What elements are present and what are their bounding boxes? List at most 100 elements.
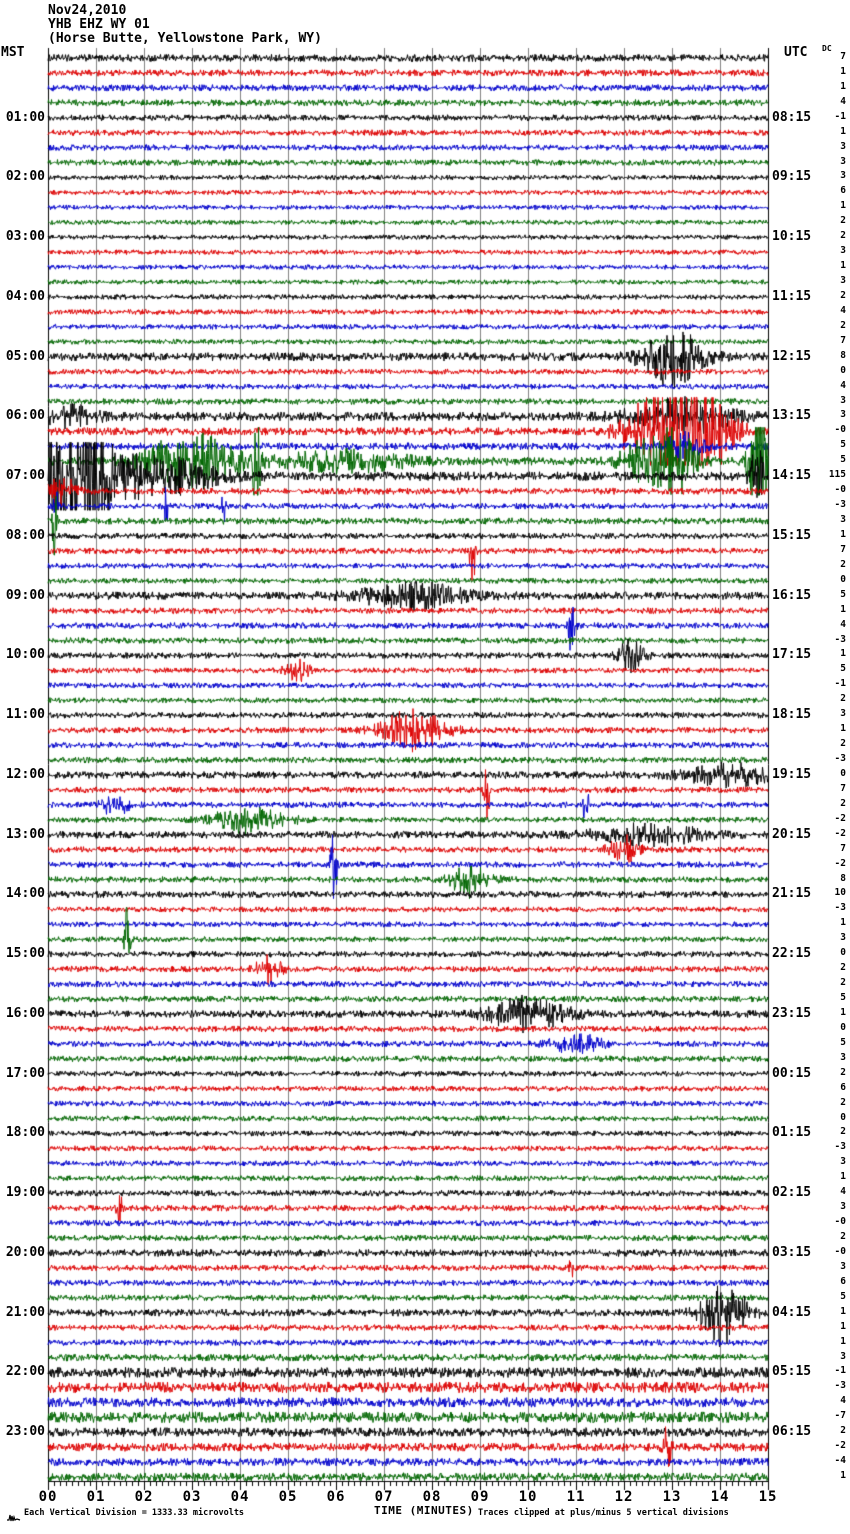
dc-value: 3 — [840, 409, 846, 421]
dc-value: 0 — [840, 1021, 846, 1033]
mst-hour-label: 12:00 — [5, 766, 45, 782]
dc-value: 3 — [840, 394, 846, 406]
dc-value: 4 — [840, 1395, 846, 1407]
dc-value: 2 — [840, 797, 846, 809]
mst-hour-label: 03:00 — [5, 229, 45, 245]
mst-hour-label: 21:00 — [5, 1304, 45, 1320]
dc-column-header: DC — [822, 44, 832, 53]
dc-value: 6 — [840, 185, 846, 197]
dc-value: 4 — [840, 618, 846, 630]
dc-value: 2 — [840, 1425, 846, 1437]
mst-hour-label: 16:00 — [5, 1005, 45, 1021]
dc-value: 1 — [840, 917, 846, 929]
utc-hour-label: 05:15 — [772, 1364, 812, 1380]
utc-axis-header: UTC — [784, 45, 808, 60]
dc-value: 1 — [840, 1335, 846, 1347]
x-axis-title: TIME (MINUTES) — [374, 1504, 474, 1517]
dc-value: -3 — [834, 633, 846, 645]
dc-value: 3 — [840, 1156, 846, 1168]
dc-value: -4 — [834, 1455, 846, 1467]
dc-value: 5 — [840, 588, 846, 600]
dc-value: -2 — [834, 857, 846, 869]
dc-value: 1 — [840, 260, 846, 272]
dc-value: 1 — [840, 528, 846, 540]
dc-value: 3 — [840, 140, 846, 152]
dc-value: 3 — [840, 932, 846, 944]
date-label: Nov24,2010 — [48, 3, 127, 18]
x-tick-label: 14 — [710, 1489, 730, 1505]
dc-value: 1 — [840, 80, 846, 92]
dc-value: 1 — [840, 200, 846, 212]
dc-value: 4 — [840, 304, 846, 316]
dc-value: 6 — [840, 1275, 846, 1287]
utc-hour-label: 09:15 — [772, 169, 812, 185]
mst-hour-label: 04:00 — [5, 288, 45, 304]
mst-hour-label: 23:00 — [5, 1424, 45, 1440]
station-code-label: YHB EHZ WY 01 — [48, 17, 150, 32]
x-tick-label: 09 — [470, 1489, 490, 1505]
dc-value: 3 — [840, 1350, 846, 1362]
mst-hour-label: 01:00 — [5, 109, 45, 125]
mst-hour-label: 10:00 — [5, 647, 45, 663]
dc-value: 2 — [840, 977, 846, 989]
x-tick-label: 00 — [38, 1489, 58, 1505]
mst-axis-header: MST — [1, 45, 25, 60]
dc-value: 0 — [840, 1111, 846, 1123]
utc-hour-label: 19:15 — [772, 766, 812, 782]
utc-hour-label: 06:15 — [772, 1424, 812, 1440]
dc-value: -1 — [834, 678, 846, 690]
mst-hour-label: 14:00 — [5, 886, 45, 902]
dc-value: 2 — [840, 558, 846, 570]
x-tick-label: 07 — [374, 1489, 394, 1505]
dc-value: 10 — [834, 887, 846, 899]
utc-hour-label: 08:15 — [772, 109, 812, 125]
dc-value: 2 — [840, 230, 846, 242]
dc-value: -2 — [834, 1440, 846, 1452]
dc-value: -0 — [834, 484, 846, 496]
dc-value: 4 — [840, 1186, 846, 1198]
dc-value: 7 — [840, 543, 846, 555]
utc-hour-label: 10:15 — [772, 229, 812, 245]
dc-value: 2 — [840, 1126, 846, 1138]
dc-value: -3 — [834, 1380, 846, 1392]
station-location-label: (Horse Butte, Yellowstone Park, WY) — [48, 31, 322, 46]
dc-value: 2 — [840, 289, 846, 301]
dc-value: 3 — [840, 245, 846, 257]
dc-value: 3 — [840, 275, 846, 287]
dc-value: 1 — [840, 125, 846, 137]
mst-hour-label: 13:00 — [5, 826, 45, 842]
dc-value: 1 — [840, 1470, 846, 1481]
dc-value: -2 — [834, 827, 846, 839]
utc-hour-label: 11:15 — [772, 288, 812, 304]
mst-hour-label: 07:00 — [5, 468, 45, 484]
mst-hour-label: 19:00 — [5, 1185, 45, 1201]
dc-value: 2 — [840, 1231, 846, 1242]
utc-hour-label: 17:15 — [772, 647, 812, 663]
dc-value: 1 — [840, 1320, 846, 1332]
dc-value: 2 — [840, 215, 846, 227]
dc-value: 2 — [840, 738, 846, 750]
utc-hour-label: 22:15 — [772, 946, 812, 962]
mst-hour-label: 18:00 — [5, 1125, 45, 1141]
dc-value: 1 — [840, 1171, 846, 1183]
dc-value: -3 — [834, 499, 846, 511]
x-tick-label: 06 — [326, 1489, 346, 1505]
utc-hour-label: 12:15 — [772, 348, 812, 364]
dc-value: 1 — [840, 65, 846, 77]
dc-value: 8 — [840, 349, 846, 361]
dc-value: 3 — [840, 1201, 846, 1213]
dc-value: 2 — [840, 319, 846, 331]
dc-value: 3 — [840, 170, 846, 182]
dc-value: 4 — [840, 95, 846, 107]
dc-value: -1 — [834, 1365, 846, 1377]
mst-hour-label: 08:00 — [5, 527, 45, 543]
mst-hour-label: 15:00 — [5, 946, 45, 962]
dc-value: 0 — [840, 767, 846, 779]
dc-value: 1 — [840, 648, 846, 660]
clip-note: Traces clipped at plus/minus 5 vertical … — [478, 1508, 729, 1518]
x-tick-label: 15 — [758, 1489, 778, 1505]
utc-hour-label: 04:15 — [772, 1304, 812, 1320]
mst-hour-label: 17:00 — [5, 1065, 45, 1081]
dc-value: -2 — [834, 812, 846, 824]
dc-value: 2 — [840, 1096, 846, 1108]
